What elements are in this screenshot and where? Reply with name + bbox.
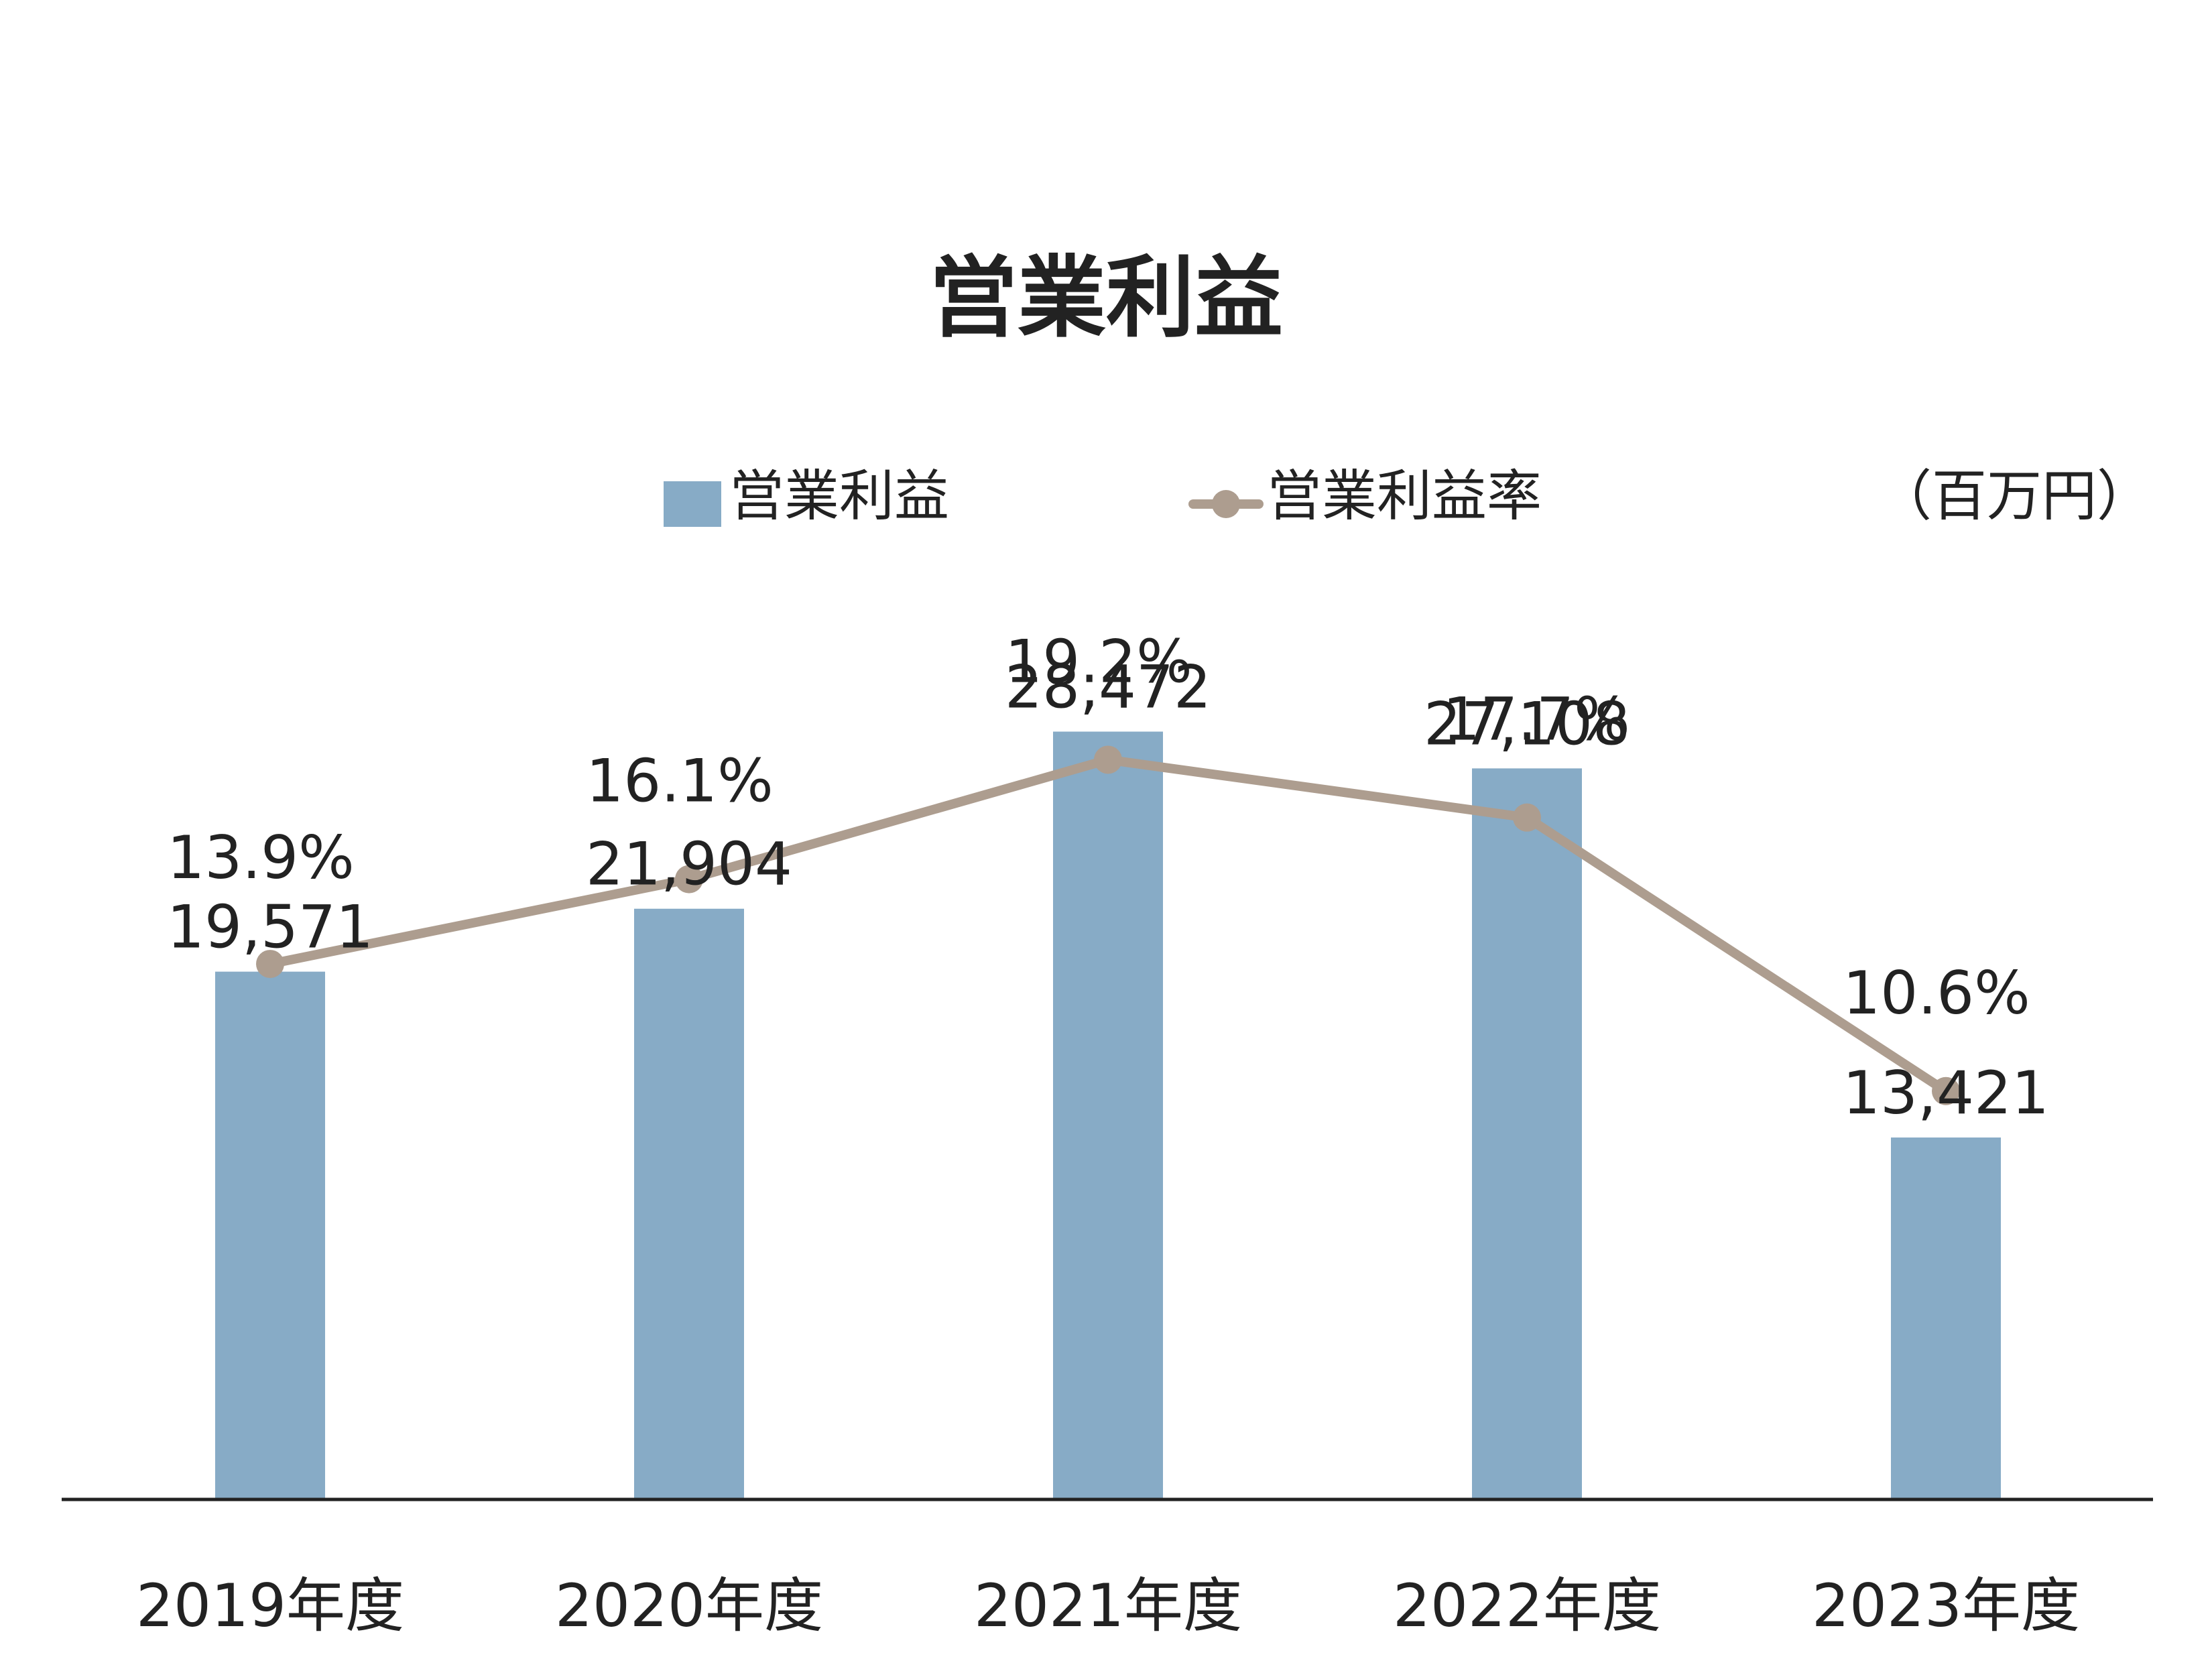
x-tick-label: 2022年度 xyxy=(1393,1571,1661,1640)
line-value-label: 16.1% xyxy=(586,747,774,816)
line-labels: 13.9% 16.1% 19.2% 17.7% 10.6% xyxy=(167,627,2030,1027)
x-tick-labels: 2019年度 2020年度 2021年度 2022年度 2023年度 xyxy=(136,1571,2080,1640)
legend-label-bar: 営業利益 xyxy=(729,465,949,528)
chart-title: 営業利益 xyxy=(929,247,1283,350)
line-point xyxy=(1094,745,1122,774)
line-value-label: 17.7% xyxy=(1442,685,1630,754)
line-point xyxy=(1513,803,1541,832)
unit-label: （百万円） xyxy=(1877,465,2152,528)
x-tick-label: 2021年度 xyxy=(974,1571,1242,1640)
bar xyxy=(1891,1137,2001,1499)
bar-value-label: 19,571 xyxy=(167,893,373,962)
x-tick-label: 2020年度 xyxy=(555,1571,823,1640)
bar-series xyxy=(215,731,2001,1499)
legend-label-line: 営業利益率 xyxy=(1267,465,1542,528)
legend-swatch-bar xyxy=(664,481,721,527)
bar xyxy=(215,971,325,1499)
x-tick-label: 2019年度 xyxy=(136,1571,404,1640)
line-point xyxy=(1932,1076,1960,1105)
line-series xyxy=(256,745,1960,1105)
bar-value-label: 13,421 xyxy=(1843,1058,2049,1127)
legend-swatch-marker xyxy=(1212,490,1240,518)
line-point xyxy=(675,865,703,894)
bar xyxy=(1053,731,1163,1499)
bar-value-label: 27,108 xyxy=(1424,689,1630,758)
x-tick-label: 2023年度 xyxy=(1812,1571,2080,1640)
line-value-label: 19.2% xyxy=(1005,627,1192,696)
line-value-label: 13.9% xyxy=(167,823,355,892)
bar xyxy=(634,908,744,1499)
bar-labels: 19,571 21,904 28,472 27,108 13,421 xyxy=(167,652,2049,1127)
bar-value-label: 28,472 xyxy=(1005,652,1211,721)
bar-value-label: 21,904 xyxy=(586,830,792,899)
legend: 営業利益 営業利益率 xyxy=(664,465,1542,528)
bar xyxy=(1472,768,1582,1499)
line-value-label: 10.6% xyxy=(1843,959,2030,1028)
line-point xyxy=(256,950,284,979)
